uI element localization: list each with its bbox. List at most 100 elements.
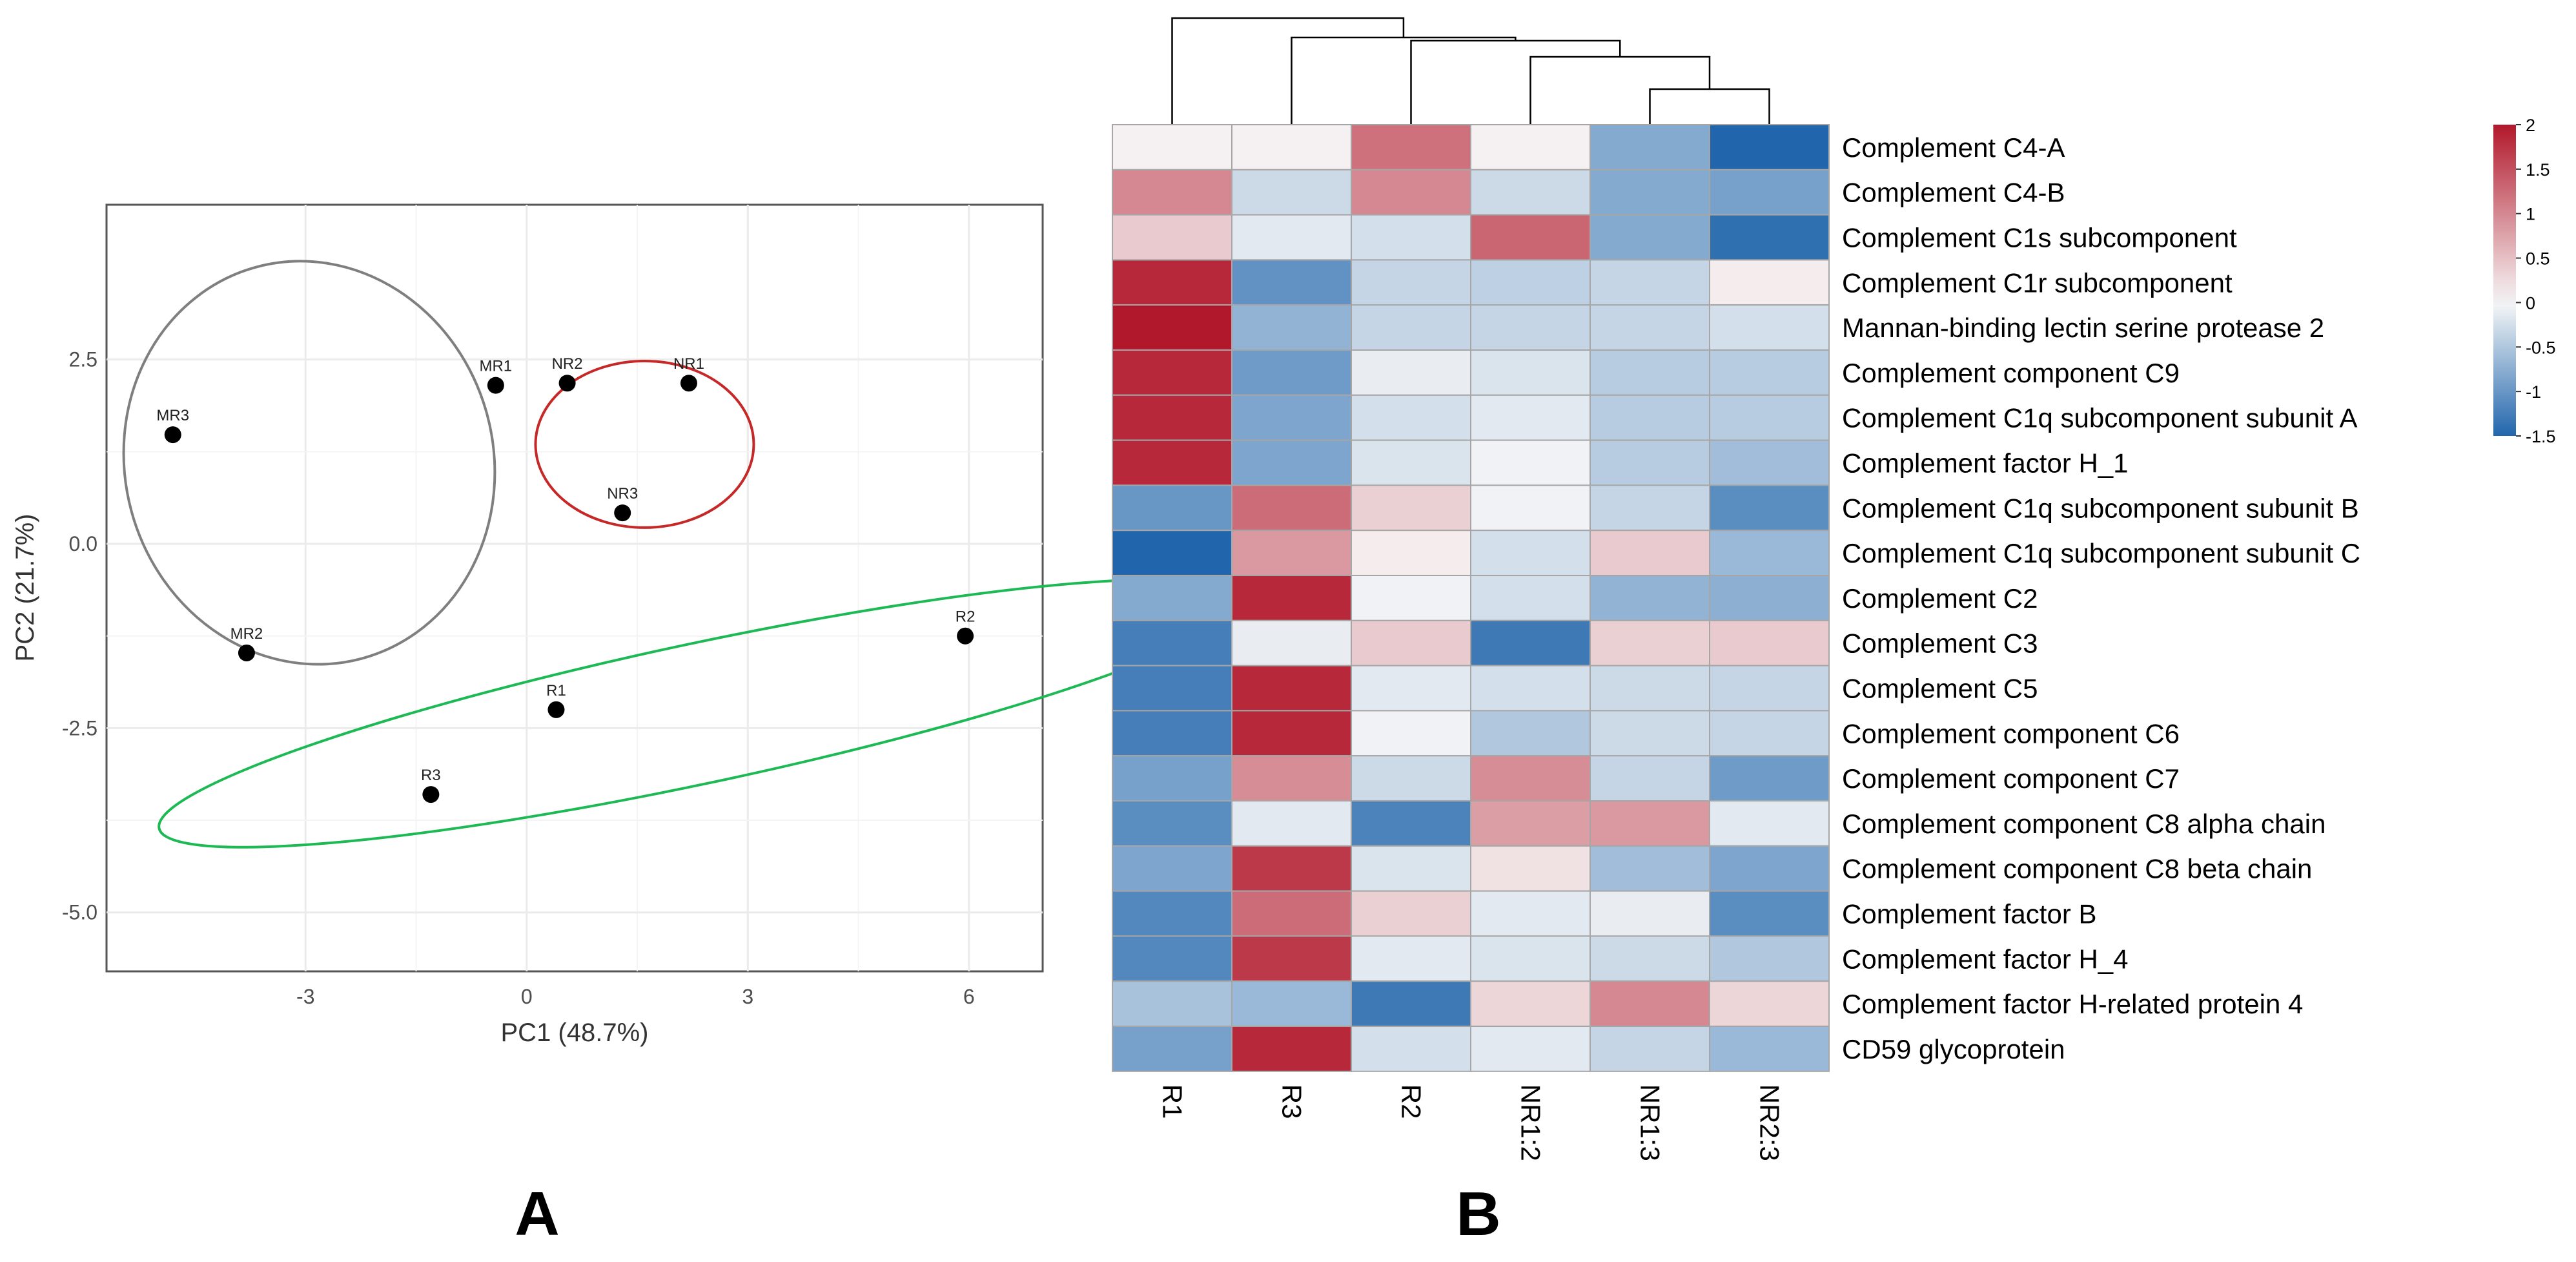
- heatmap-cell: [1470, 845, 1591, 892]
- heatmap-cell: [1709, 394, 1830, 441]
- heatmap-cell: [1231, 845, 1352, 892]
- dendrogram-branch: [1410, 39, 1621, 125]
- heatmap-cell: [1351, 1026, 1471, 1072]
- pca-point-r1: [547, 701, 565, 718]
- pca-y-tick-label: 0.0: [69, 532, 97, 555]
- heatmap-cell: [1470, 935, 1591, 982]
- heatmap-cell: [1351, 259, 1471, 306]
- pca-point-label: MR1: [479, 358, 512, 375]
- heatmap-cell: [1351, 124, 1471, 171]
- heatmap-cell: [1351, 890, 1471, 937]
- heatmap-row-label: Complement C1s subcomponent: [1842, 223, 2237, 253]
- heatmap-cell: [1709, 124, 1830, 171]
- heatmap-cell: [1231, 980, 1352, 1027]
- pca-y-tick-label: -2.5: [62, 716, 97, 740]
- heatmap-cell: [1709, 259, 1830, 306]
- heatmap-cell: [1231, 214, 1352, 261]
- heatmap-cell: [1470, 169, 1591, 216]
- heatmap-row-label: Complement C2: [1842, 583, 2038, 614]
- heatmap-cell: [1112, 439, 1232, 486]
- heatmap-cell: [1231, 800, 1352, 847]
- heatmap-cell: [1112, 890, 1232, 937]
- heatmap-cell: [1231, 890, 1352, 937]
- pca-point-label: R1: [546, 682, 566, 699]
- heatmap-cell: [1351, 484, 1471, 532]
- heatmap-cell: [1112, 304, 1232, 351]
- heatmap-cell: [1470, 890, 1591, 937]
- heatmap-cell: [1351, 530, 1471, 577]
- heatmap-cell: [1231, 710, 1352, 757]
- heatmap-cell: [1590, 439, 1710, 486]
- heatmap-cell: [1590, 169, 1710, 216]
- heatmap-cell: [1709, 800, 1830, 847]
- pca-gridlines: [107, 205, 1043, 971]
- legend-tick-label: -1.5: [2526, 427, 2556, 446]
- pca-point-label: MR3: [156, 407, 189, 424]
- heatmap-cell: [1231, 349, 1352, 396]
- confidence-ellipse-mr: [122, 260, 496, 666]
- heatmap-cell: [1231, 259, 1352, 306]
- heatmap-cell: [1470, 124, 1591, 171]
- heatmap-cells: [1112, 124, 1830, 1072]
- heatmap-cell: [1112, 980, 1232, 1027]
- heatmap-cell: [1709, 755, 1830, 802]
- heatmap-cell: [1709, 665, 1830, 712]
- heatmap-color-legend: 2 1.5 1 0.5 0 -0.5 -1 -1.5: [2493, 116, 2556, 446]
- heatmap-cell: [1351, 755, 1471, 802]
- heatmap-cell: [1470, 800, 1591, 847]
- heatmap-cell: [1112, 484, 1232, 532]
- heatmap-cell: [1351, 935, 1471, 982]
- heatmap-column-label: NR1:2: [1516, 1084, 1546, 1161]
- dendrogram-branch: [1171, 17, 1405, 125]
- heatmap-cell: [1231, 304, 1352, 351]
- heatmap-row-labels: Complement C4-A Complement C4-B Complement…: [1842, 132, 2360, 1064]
- pca-point-nr3: [614, 504, 631, 522]
- pca-y-tick-label: 2.5: [69, 348, 97, 371]
- heatmap-row-label: Complement component C8 alpha chain: [1842, 809, 2326, 839]
- heatmap-cell: [1351, 169, 1471, 216]
- heatmap-cell: [1590, 980, 1710, 1027]
- heatmap-row-label: Complement C1q subcomponent subunit B: [1842, 493, 2359, 523]
- pca-plot: MR1 NR2 NR1 MR3 NR3 MR2 R2 R1 R3 -3 0 3 6 -5.0 -2.5 0.…: [11, 203, 1242, 1047]
- heatmap-row-label: Complement C1r subcomponent: [1842, 267, 2233, 298]
- heatmap-cell: [1112, 845, 1232, 892]
- heatmap-row-label: Complement component C8 beta chain: [1842, 854, 2312, 884]
- heatmap-cell: [1470, 619, 1591, 667]
- heatmap-cell: [1231, 755, 1352, 802]
- heatmap-row-label: Complement factor H_4: [1842, 944, 2129, 974]
- heatmap-cell: [1590, 710, 1710, 757]
- heatmap-cell: [1470, 575, 1591, 621]
- heatmap-cell: [1351, 665, 1471, 712]
- heatmap-cell: [1590, 349, 1710, 396]
- heatmap-row-label: Complement factor H-related protein 4: [1842, 989, 2303, 1019]
- heatmap-cell: [1709, 304, 1830, 351]
- pca-tick-labels: -3 0 3 6 -5.0 -2.5 0.0 2.5: [62, 348, 975, 1008]
- heatmap-cell: [1590, 1026, 1710, 1072]
- heatmap-row-label: Complement factor B: [1842, 899, 2097, 929]
- pca-ellipses: [122, 260, 1242, 849]
- heatmap-column-dendrogram: [1171, 17, 1770, 125]
- heatmap-column-label: NR1:3: [1635, 1084, 1666, 1161]
- heatmap-cell: [1709, 169, 1830, 216]
- panel-label-a: A: [515, 1179, 559, 1248]
- pca-point-label: R2: [956, 608, 976, 626]
- heatmap-column-label: NR2:3: [1755, 1084, 1785, 1161]
- heatmap-cell: [1351, 619, 1471, 667]
- pca-point-label: NR3: [607, 485, 638, 502]
- pca-point-nr2: [558, 375, 576, 392]
- heatmap-cell: [1709, 349, 1830, 396]
- pca-point-r2: [957, 627, 974, 645]
- pca-x-tick-label: -3: [296, 985, 314, 1008]
- heatmap-cell: [1231, 484, 1352, 532]
- heatmap-column-label: R2: [1396, 1084, 1427, 1119]
- heatmap-cell: [1470, 349, 1591, 396]
- pca-point-nr1: [680, 375, 697, 392]
- heatmap-cell: [1112, 935, 1232, 982]
- heatmap-cell: [1470, 484, 1591, 532]
- legend-tick-label: 1: [2526, 205, 2535, 224]
- heatmap-cell: [1709, 710, 1830, 757]
- heatmap-cell: [1590, 800, 1710, 847]
- heatmap-column-label: R3: [1277, 1084, 1307, 1119]
- heatmap-cell: [1231, 439, 1352, 486]
- heatmap-row-label: CD59 glycoprotein: [1842, 1034, 2065, 1064]
